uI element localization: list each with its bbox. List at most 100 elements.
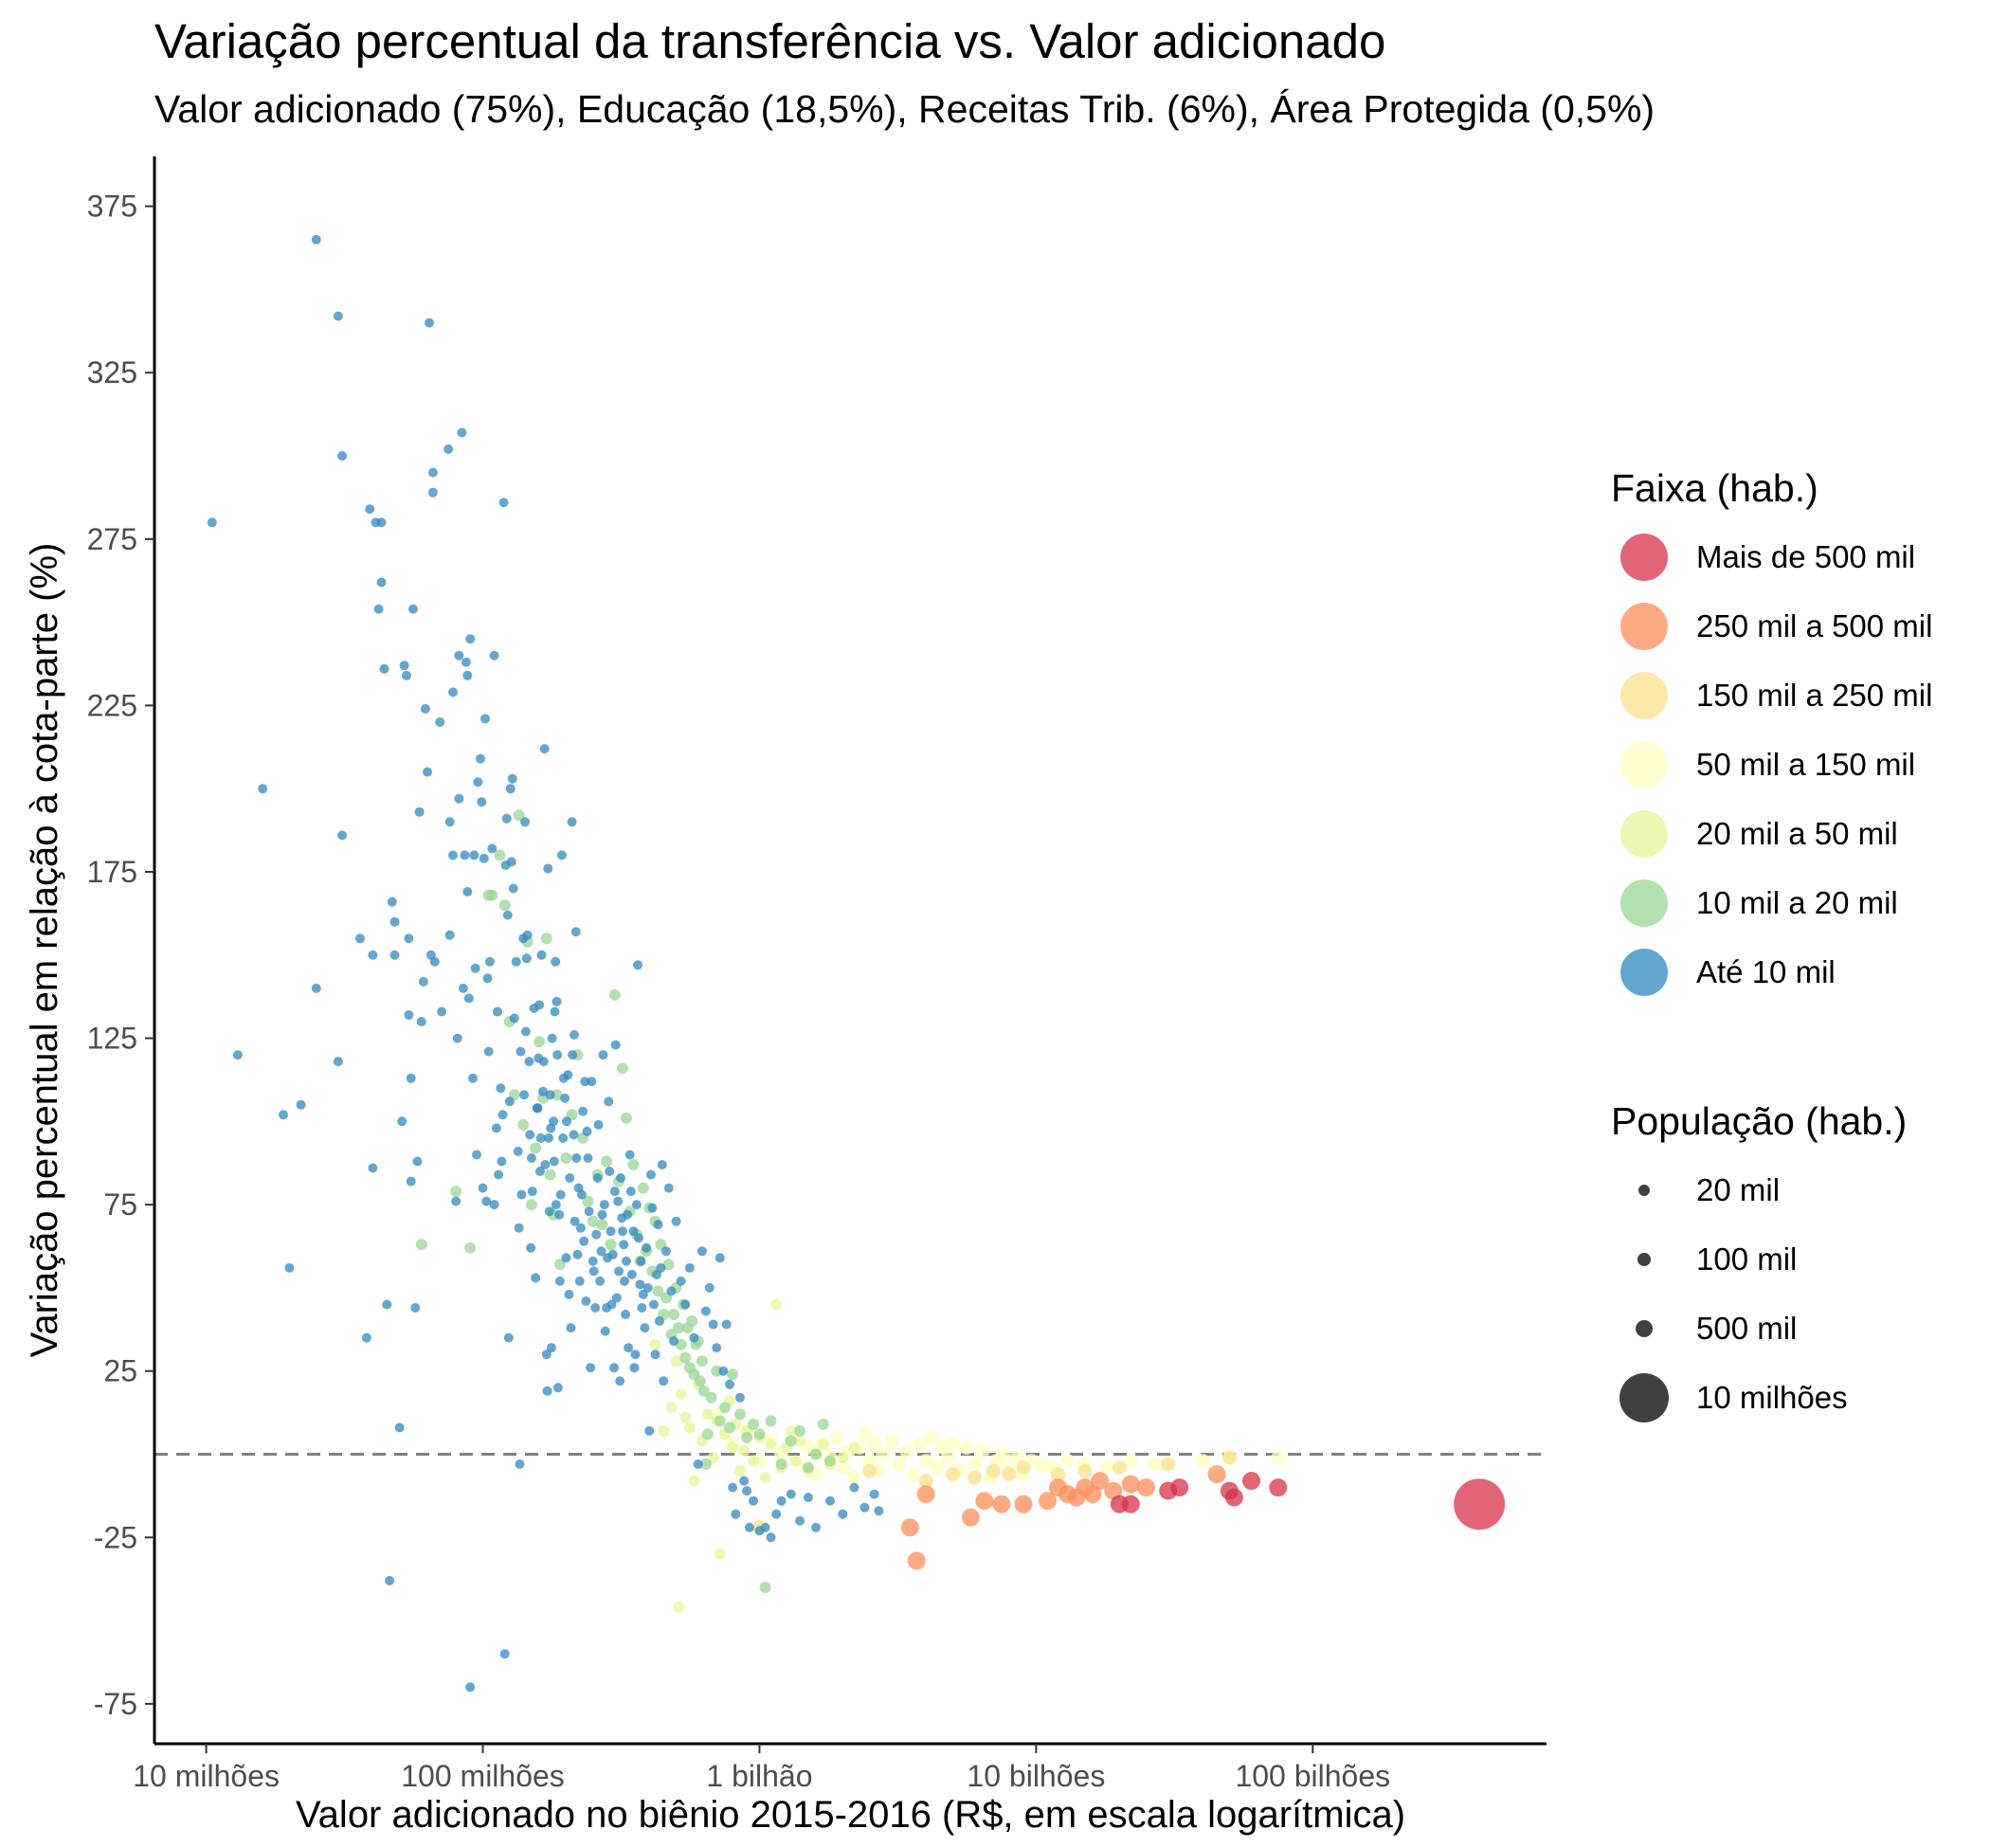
data-point (544, 1206, 554, 1217)
data-point (849, 1482, 859, 1493)
data-point (621, 1256, 631, 1266)
data-point (563, 1070, 573, 1080)
data-point (662, 1259, 675, 1271)
data-point (1271, 1450, 1286, 1465)
size-legend-item: 500 mil (1611, 1294, 1907, 1363)
data-point (817, 1418, 829, 1430)
plot-area (154, 234, 1547, 1693)
data-point (333, 1057, 343, 1067)
chart-title: Variação percentual da transferência vs.… (154, 14, 1386, 68)
data-point (530, 1142, 542, 1154)
data-point (494, 1169, 504, 1180)
data-point (279, 1110, 288, 1120)
color-legend-item: 150 mil a 250 mil (1611, 661, 1932, 730)
data-point (876, 1447, 891, 1461)
y-tick-label: 325 (87, 355, 137, 390)
data-point (727, 1368, 739, 1381)
data-point (574, 1276, 585, 1286)
data-point (1009, 1450, 1024, 1465)
chart-subtitle: Valor adicionado (75%), Educação (18,5%)… (154, 87, 1655, 131)
data-point (368, 1163, 378, 1173)
data-point (460, 850, 470, 861)
data-point (365, 504, 375, 515)
data-point (1170, 1478, 1189, 1497)
data-point (539, 744, 550, 754)
y-tick-label: 375 (87, 190, 137, 224)
data-point (986, 1463, 1001, 1478)
data-point (613, 1196, 624, 1206)
data-point (760, 1522, 770, 1532)
data-point (669, 1336, 678, 1347)
data-point (534, 1036, 546, 1048)
data-point (598, 1050, 608, 1060)
data-point (626, 1269, 637, 1279)
data-point (525, 1199, 537, 1211)
data-point (355, 933, 365, 944)
color-legend-label: Até 10 mil (1696, 953, 1836, 989)
data-point (650, 1350, 660, 1360)
data-point (775, 1458, 787, 1470)
data-point (676, 1276, 686, 1286)
data-point (699, 1458, 712, 1470)
data-point (284, 1262, 295, 1273)
data-point (683, 1422, 696, 1434)
data-point (647, 1203, 658, 1213)
data-point (714, 1415, 726, 1427)
data-point (429, 956, 440, 967)
data-point (376, 517, 387, 528)
data-point (673, 1602, 685, 1613)
color-legend-label: 150 mil a 250 mil (1696, 677, 1933, 713)
data-point (536, 950, 547, 960)
data-point (1224, 1488, 1243, 1507)
data-point (916, 1485, 935, 1504)
data-point (464, 1241, 477, 1254)
data-point (479, 853, 489, 863)
color-legend-item: Mais de 500 mil (1611, 522, 1932, 591)
data-point (1123, 1454, 1138, 1468)
data-point (513, 1146, 523, 1156)
data-point (701, 1428, 714, 1440)
data-point (551, 956, 561, 967)
data-point (744, 1522, 754, 1532)
data-point (1035, 1457, 1050, 1472)
color-legend-item: 10 mil a 20 mil (1611, 868, 1932, 937)
data-point (725, 1379, 734, 1389)
data-point (606, 1226, 616, 1237)
data-point (649, 1299, 659, 1310)
data-point (538, 1057, 549, 1067)
data-point (552, 996, 562, 1006)
data-point (567, 817, 577, 827)
data-point (595, 1276, 606, 1286)
data-point (624, 1343, 634, 1353)
data-point (924, 1430, 939, 1445)
data-point (714, 1548, 726, 1560)
data-point (719, 1402, 731, 1414)
data-point (829, 1430, 844, 1445)
data-point (593, 1119, 604, 1130)
data-point (296, 1099, 306, 1110)
data-point (884, 1434, 899, 1448)
data-point (867, 1437, 882, 1452)
data-point (689, 1332, 699, 1343)
data-point (1051, 1467, 1065, 1482)
data-point (733, 1408, 746, 1421)
data-point (846, 1470, 861, 1485)
size-legend-label: 20 mil (1696, 1171, 1781, 1207)
data-point (477, 797, 487, 807)
data-point (765, 1415, 777, 1427)
data-point (480, 714, 490, 724)
data-point (540, 1160, 551, 1169)
size-legend-label: 10 milhões (1696, 1379, 1848, 1415)
data-point (996, 1447, 1011, 1461)
data-point (606, 1299, 617, 1310)
data-point (599, 1200, 609, 1210)
data-point (487, 843, 498, 854)
size-legend-label: 500 mil (1696, 1310, 1798, 1346)
data-point (501, 813, 512, 824)
data-point (835, 1460, 850, 1475)
data-point (570, 927, 581, 937)
data-point (560, 1093, 570, 1103)
data-point (450, 1186, 462, 1198)
data-point (862, 1463, 877, 1478)
